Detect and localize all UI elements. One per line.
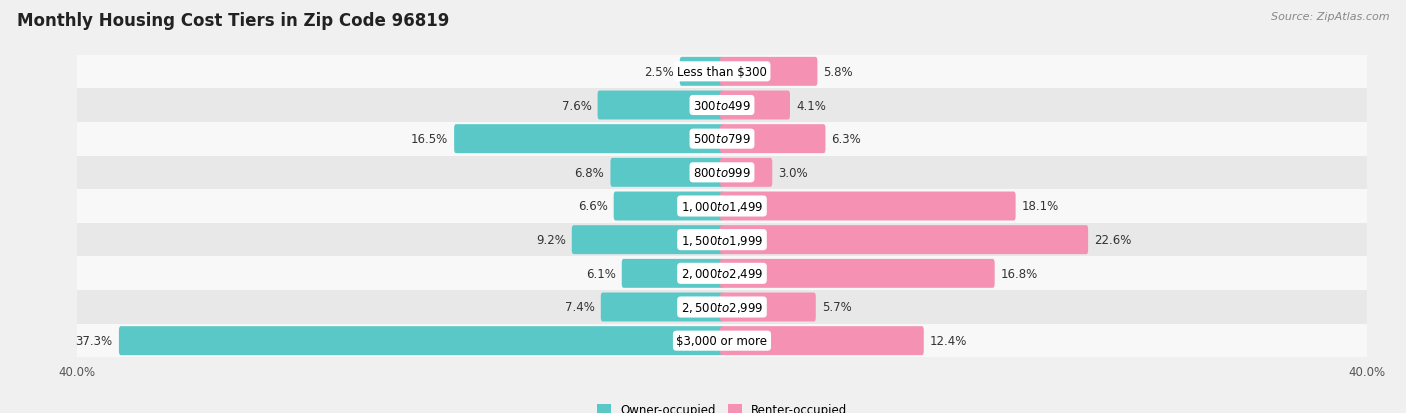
FancyBboxPatch shape [720, 91, 790, 120]
Text: 7.6%: 7.6% [561, 99, 592, 112]
Bar [77, 190, 1367, 223]
FancyBboxPatch shape [720, 293, 815, 322]
Bar [77, 156, 1367, 190]
Text: 16.8%: 16.8% [1001, 267, 1038, 280]
Bar [77, 223, 1367, 257]
Text: 16.5%: 16.5% [411, 133, 449, 146]
FancyBboxPatch shape [598, 91, 724, 120]
FancyBboxPatch shape [454, 125, 724, 154]
Text: 12.4%: 12.4% [929, 335, 967, 347]
Legend: Owner-occupied, Renter-occupied: Owner-occupied, Renter-occupied [592, 398, 852, 413]
Text: $3,000 or more: $3,000 or more [676, 335, 768, 347]
FancyBboxPatch shape [572, 225, 724, 254]
Bar [77, 290, 1367, 324]
Text: 5.8%: 5.8% [824, 66, 853, 78]
Text: 37.3%: 37.3% [76, 335, 112, 347]
Text: $800 to $999: $800 to $999 [693, 166, 751, 179]
Bar [77, 55, 1367, 89]
FancyBboxPatch shape [720, 58, 817, 87]
FancyBboxPatch shape [600, 293, 724, 322]
Text: 6.6%: 6.6% [578, 200, 607, 213]
FancyBboxPatch shape [610, 159, 724, 188]
FancyBboxPatch shape [720, 159, 772, 188]
Text: $500 to $799: $500 to $799 [693, 133, 751, 146]
Text: 5.7%: 5.7% [823, 301, 852, 314]
FancyBboxPatch shape [679, 58, 724, 87]
Text: 3.0%: 3.0% [779, 166, 808, 179]
Bar [77, 257, 1367, 290]
Text: $2,500 to $2,999: $2,500 to $2,999 [681, 300, 763, 314]
Text: 6.3%: 6.3% [831, 133, 862, 146]
FancyBboxPatch shape [613, 192, 724, 221]
Bar [77, 89, 1367, 123]
Bar [77, 123, 1367, 156]
FancyBboxPatch shape [120, 326, 724, 355]
Text: 6.8%: 6.8% [575, 166, 605, 179]
FancyBboxPatch shape [720, 259, 994, 288]
FancyBboxPatch shape [720, 125, 825, 154]
Text: $300 to $499: $300 to $499 [693, 99, 751, 112]
Text: 2.5%: 2.5% [644, 66, 673, 78]
Text: 18.1%: 18.1% [1022, 200, 1059, 213]
Text: $1,000 to $1,499: $1,000 to $1,499 [681, 199, 763, 214]
Text: 7.4%: 7.4% [565, 301, 595, 314]
Text: Less than $300: Less than $300 [678, 66, 766, 78]
Text: $1,500 to $1,999: $1,500 to $1,999 [681, 233, 763, 247]
Bar [77, 324, 1367, 358]
Text: 4.1%: 4.1% [796, 99, 825, 112]
Text: 6.1%: 6.1% [586, 267, 616, 280]
FancyBboxPatch shape [621, 259, 724, 288]
Text: Source: ZipAtlas.com: Source: ZipAtlas.com [1271, 12, 1389, 22]
Text: 9.2%: 9.2% [536, 234, 565, 247]
FancyBboxPatch shape [720, 326, 924, 355]
Text: $2,000 to $2,499: $2,000 to $2,499 [681, 267, 763, 281]
FancyBboxPatch shape [720, 192, 1015, 221]
FancyBboxPatch shape [720, 225, 1088, 254]
Text: 22.6%: 22.6% [1094, 234, 1132, 247]
Text: Monthly Housing Cost Tiers in Zip Code 96819: Monthly Housing Cost Tiers in Zip Code 9… [17, 12, 450, 30]
